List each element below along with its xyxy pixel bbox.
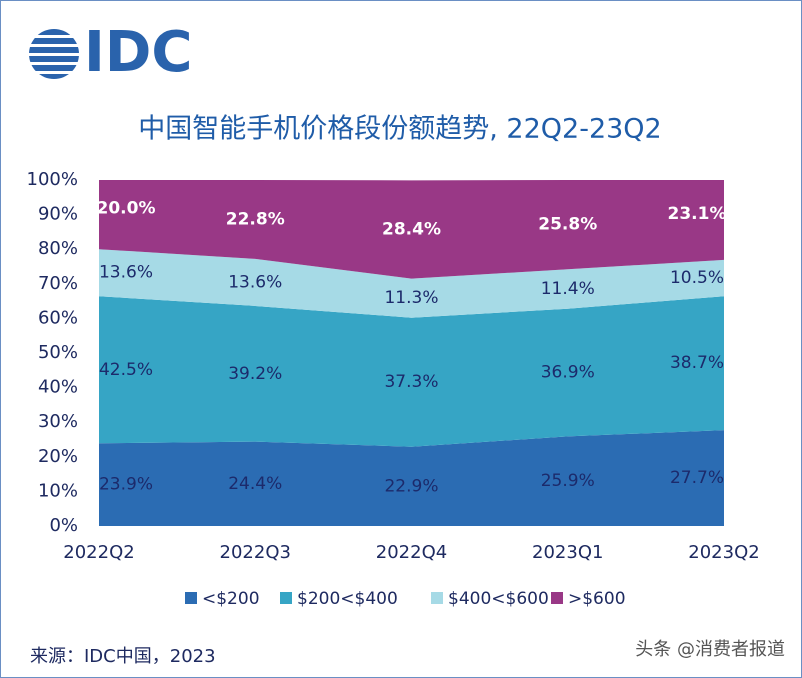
area [99,430,724,526]
legend-swatch [185,592,197,604]
data-label: 39.2% [228,364,282,384]
data-label: 42.5% [99,360,153,380]
logo-globe [29,29,79,79]
data-label: 23.1% [668,204,727,224]
legend-label: $400<$600 [448,589,549,609]
data-label: 28.4% [382,219,441,239]
y-tick-label: 50% [38,342,78,363]
legend-label: $200<$400 [297,589,398,609]
y-tick-label: 40% [38,377,78,398]
watermark: 头条 @消费者报道 [635,639,785,660]
x-tick-label: 2022Q4 [376,542,447,563]
legend-label: <$200 [202,589,260,609]
chart-title: 中国智能手机价格段份额趋势, 22Q2-23Q2 [138,114,661,145]
logo-text: IDC [84,20,192,85]
area [99,180,724,279]
data-label: 11.4% [541,279,595,299]
y-tick-label: 90% [38,204,78,225]
x-tick-label: 2022Q3 [220,542,291,563]
data-label: 23.9% [99,475,153,495]
y-tick-label: 30% [38,411,78,432]
x-tick-label: 2023Q1 [532,542,603,563]
x-tick-label: 2023Q2 [688,542,759,563]
legend-swatch [431,592,443,604]
data-label: 13.6% [228,272,282,292]
data-label: 27.7% [670,468,724,488]
data-label: 37.3% [384,372,438,392]
legend-swatch [551,592,563,604]
x-tick-label: 2022Q2 [63,542,134,563]
data-label: 25.9% [541,471,595,491]
area [99,296,724,447]
legend-label: >$600 [568,589,626,609]
y-tick-label: 20% [38,446,78,467]
data-label: 25.8% [538,215,597,235]
data-label: 24.4% [228,474,282,494]
y-tick-label: 10% [38,480,78,501]
y-tick-label: 80% [38,238,78,259]
y-tick-label: 70% [38,273,78,294]
y-tick-label: 0% [49,515,78,536]
data-label: 20.0% [97,199,156,219]
y-tick-label: 60% [38,307,78,328]
source: 来源：IDC中国，2023 [30,646,216,667]
data-label: 36.9% [541,363,595,383]
data-label: 38.7% [670,353,724,373]
legend-swatch [280,592,292,604]
data-label: 22.9% [384,476,438,496]
data-label: 10.5% [670,268,724,288]
data-label: 22.8% [226,209,285,229]
y-tick-label: 100% [27,169,78,190]
data-label: 11.3% [384,288,438,308]
area [99,249,724,318]
data-label: 13.6% [99,263,153,283]
